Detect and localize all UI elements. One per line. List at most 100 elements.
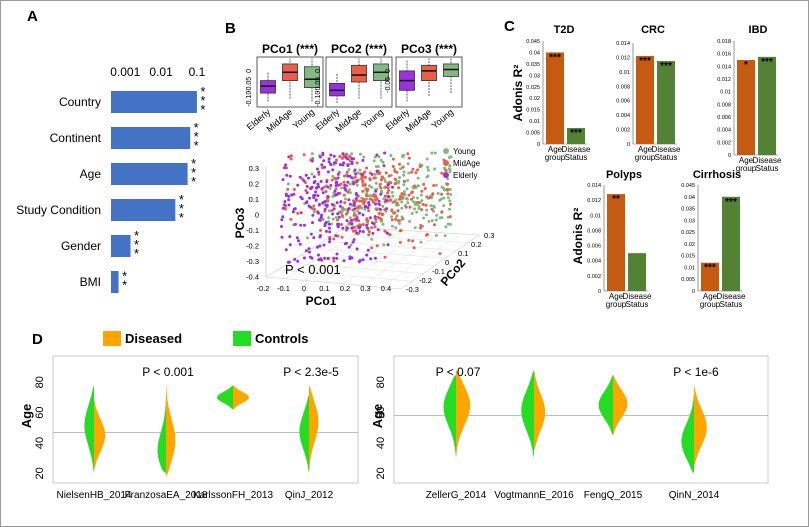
b-scatter-point (410, 212, 414, 215)
b-scatter-point (361, 230, 365, 234)
d-legend-swatch-controls (233, 331, 251, 346)
d-legend-label: Controls (255, 331, 308, 346)
c-ytick: 0 (692, 289, 695, 295)
c-significance: *** (660, 61, 672, 72)
b-scatter-point (421, 203, 425, 206)
b-z-tick: -0.2 (419, 276, 432, 285)
b-scatter-point (329, 153, 333, 157)
b-scatter-point (381, 204, 385, 208)
b-scatter-point (419, 193, 423, 197)
b-scatter-point (343, 187, 347, 191)
b-scatter-point (348, 216, 352, 220)
b-scatter-point (380, 175, 384, 179)
b-boxplot-ytick: -0.10 (315, 91, 322, 107)
b-scatter-point (325, 180, 329, 184)
b-scatter-point (309, 232, 313, 236)
b-scatter-point (350, 160, 354, 164)
a-category-label: BMI (80, 275, 101, 289)
b-scatter-point (383, 229, 387, 233)
a-bar (111, 127, 191, 149)
c-ytick: 0.012 (587, 198, 601, 204)
b-scatter-point (408, 219, 412, 223)
b-scatter-point (340, 186, 343, 190)
b-scatter-point (430, 219, 434, 223)
panel-c: T2D 0 0.005 0.01 0.015 0.02 0.025 0.03 0.035 0.04… (511, 24, 782, 309)
b-scatter-point (373, 215, 377, 219)
c-category-label: Disease (717, 292, 746, 301)
b-scatter-point (402, 170, 406, 174)
b-scatter-point (290, 193, 294, 197)
c-bar (701, 262, 719, 291)
b-scatter-point (334, 215, 338, 219)
b-scatter-point (318, 218, 322, 222)
b-legend-label: Elderly (453, 171, 477, 180)
b-scatter-point (352, 238, 356, 242)
b-scatter-point (398, 229, 402, 233)
c-category-label: Disease (753, 156, 782, 165)
b-scatter-point (299, 211, 303, 215)
b-scatter-point (383, 255, 387, 259)
c-ytick: 0.03 (529, 73, 540, 79)
b-xlabel: PCo1 (306, 294, 337, 308)
b-legend-marker (443, 160, 449, 166)
b-scatter-point (404, 205, 408, 209)
b-scatter-point (316, 210, 320, 214)
b-scatter-point (293, 257, 297, 261)
b-scatter-point (346, 164, 350, 168)
b-scatter-point (448, 215, 452, 219)
c-bar (722, 196, 740, 291)
b-scatter-point (342, 180, 346, 184)
b-scatter-point (385, 231, 389, 235)
b-scatter-point (406, 152, 410, 156)
b-scatter-point (365, 194, 368, 198)
b-scatter-point (374, 217, 378, 221)
b-scatter-point (324, 229, 328, 233)
b-scatter-point (443, 188, 446, 192)
b-scatter-point (375, 169, 379, 173)
b-scatter-point (304, 249, 308, 253)
b-scatter-point (312, 236, 316, 240)
c-ytick: 0.006 (616, 99, 630, 105)
c-ytick: 0.006 (587, 244, 601, 250)
c-ytick: 0.01 (529, 119, 540, 125)
d-study-label: KarlssonFH_2013 (193, 490, 273, 501)
b-scatter-point (416, 201, 420, 205)
b-scatter-point (446, 182, 450, 186)
c-bar (636, 55, 654, 144)
b-scatter-point (424, 203, 428, 207)
b-scatter-point (411, 196, 415, 199)
b-scatter-point (337, 215, 341, 219)
b-scatter-point (432, 204, 436, 208)
b-boxplot-title: PCo1 (***) (262, 42, 318, 56)
b-scatter-point (331, 212, 335, 216)
b-scatter-point (432, 209, 436, 213)
b-scatter-point (317, 170, 321, 174)
b-scatter-point (361, 258, 365, 262)
c-bar (628, 253, 646, 291)
b-scatter-point (392, 157, 395, 161)
b-scatter-point (315, 186, 318, 190)
b-scatter-point (336, 176, 340, 180)
b-scatter-point (371, 200, 375, 204)
b-scatter-point (295, 236, 299, 240)
b-scatter-point (379, 218, 383, 221)
b-scatter-point (394, 182, 397, 186)
c-bar (546, 52, 564, 144)
b-scatter-point (331, 174, 335, 178)
b-scatter-point (412, 246, 416, 250)
b-scatter-point (425, 208, 429, 212)
b-x-tick: 0.3 (360, 284, 370, 293)
c-category-label: Age (638, 145, 653, 154)
d-violin-controls (681, 394, 694, 474)
b-scatter-point (340, 223, 343, 226)
b-scatter-point (414, 171, 418, 175)
b-scatter-point (287, 260, 291, 264)
a-significance: * * * (194, 120, 199, 153)
b-grid-line (300, 255, 435, 267)
b-scatter-point (328, 240, 331, 244)
b-scatter-point (375, 153, 379, 157)
b-scatter-point (407, 238, 411, 242)
b-scatter-point (288, 235, 292, 239)
d-pvalue: P < 0.07 (436, 365, 481, 379)
b-scatter-point (393, 169, 397, 173)
